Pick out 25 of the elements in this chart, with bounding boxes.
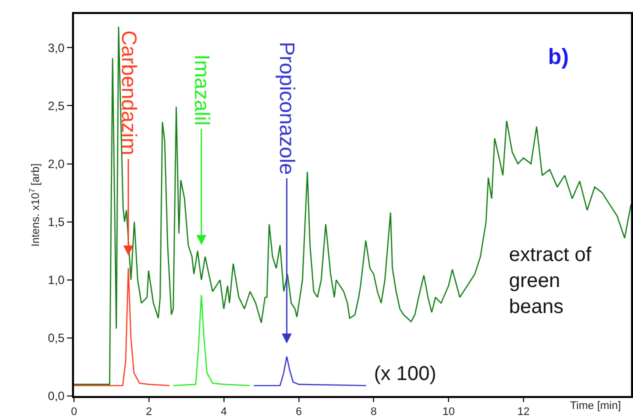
- y-tick-label: 1,5: [48, 215, 65, 230]
- line-series: [172, 294, 251, 386]
- y-tick-label: 0,0: [48, 389, 65, 404]
- y-tick-label: 2,0: [48, 156, 65, 171]
- line-series: [253, 356, 367, 386]
- annotation: b): [548, 44, 569, 69]
- line-series: [74, 268, 170, 386]
- x-tick-label: 4: [220, 406, 227, 417]
- y-tick-label: 1,0: [48, 273, 65, 288]
- annotation: Imazalil: [190, 54, 214, 126]
- x-tick-label: 10: [442, 406, 455, 417]
- x-tick-label: 8: [370, 406, 377, 417]
- x-tick-label: 6: [296, 406, 302, 417]
- annotation: Propiconazole: [275, 42, 298, 175]
- annotation: Carbendazim: [116, 30, 140, 156]
- y-tick-label: 2,5: [48, 98, 65, 113]
- line-series: [74, 26, 631, 385]
- y-tick-label: 3,0: [48, 40, 65, 55]
- annotation: (x 100): [374, 363, 436, 385]
- x-tick-label: 0: [70, 406, 78, 417]
- y-tick-label: 0,5: [48, 331, 65, 346]
- x-tick-label: 2: [146, 406, 152, 417]
- annotation: extract of green beans: [509, 244, 592, 318]
- x-tick-label: 12: [517, 406, 530, 417]
- x-axis-title: Time [min]: [570, 400, 621, 412]
